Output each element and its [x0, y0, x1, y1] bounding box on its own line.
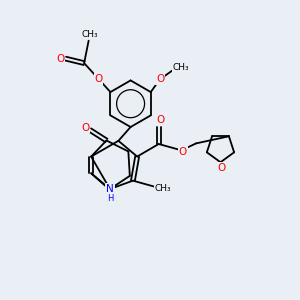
Text: CH₃: CH₃ — [82, 30, 98, 39]
Text: O: O — [56, 54, 64, 64]
Text: O: O — [156, 74, 164, 84]
Text: O: O — [156, 115, 164, 125]
Text: O: O — [94, 74, 103, 84]
Text: O: O — [178, 147, 187, 157]
Text: O: O — [81, 123, 90, 133]
Text: CH₃: CH₃ — [154, 184, 171, 193]
Text: H: H — [107, 194, 113, 203]
Text: O: O — [218, 163, 226, 173]
Text: CH₃: CH₃ — [173, 63, 190, 72]
Text: N: N — [106, 184, 114, 194]
